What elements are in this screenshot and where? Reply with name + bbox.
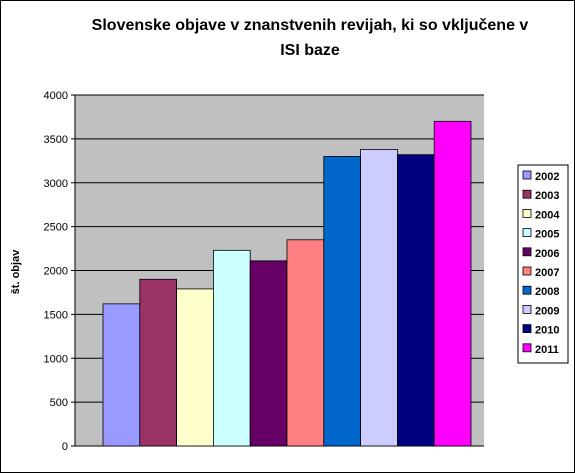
- legend-label-2004: 2004: [535, 209, 560, 221]
- chart-title-line-2: ISI baze: [280, 42, 340, 59]
- bar-2010: [396, 154, 435, 447]
- legend-swatch-2005: [522, 228, 532, 238]
- legend-label-2003: 2003: [535, 190, 559, 202]
- legend-swatch-2011: [522, 343, 532, 353]
- legend-label-2006: 2006: [535, 248, 559, 260]
- legend-label-2005: 2005: [535, 229, 559, 241]
- bar-2004: [176, 288, 214, 447]
- legend-label-2010: 2010: [535, 325, 559, 337]
- legend-swatch-2009: [522, 304, 532, 314]
- bar-2011: [433, 120, 472, 447]
- legend-label-2007: 2007: [535, 267, 559, 279]
- legend-label-2002: 2002: [535, 171, 559, 183]
- y-tick-label: 4000: [44, 90, 68, 102]
- bar-2008: [323, 156, 361, 447]
- legend-swatch-2010: [522, 324, 532, 334]
- legend-swatch-2006: [522, 247, 532, 257]
- legend-label-2009: 2009: [535, 305, 559, 317]
- chart-title-line-1: Slovenske objave v znanstvenih revijah, …: [91, 17, 529, 34]
- legend-label-2008: 2008: [535, 286, 559, 298]
- legend-swatch-2007: [522, 266, 532, 276]
- legend-label-2011: 2011: [535, 344, 559, 356]
- y-tick-label: 2000: [44, 266, 68, 278]
- bar-2003: [139, 278, 178, 447]
- y-tick-label: 0: [62, 441, 68, 453]
- y-tick-label: 500: [50, 397, 68, 409]
- y-tick-label: 3500: [44, 134, 68, 146]
- bar-2009: [360, 149, 398, 447]
- y-tick-label: 2500: [44, 222, 68, 234]
- bar-2005: [212, 249, 251, 447]
- y-tick-label: 3000: [44, 178, 68, 190]
- bar-2006: [249, 260, 288, 447]
- y-tick-label: 1000: [44, 353, 68, 365]
- legend-swatch-2004: [522, 208, 532, 218]
- legend-swatch-2002: [522, 170, 532, 180]
- bar-2002: [102, 303, 141, 447]
- bar-2007: [286, 239, 325, 447]
- legend-swatch-2003: [522, 189, 532, 199]
- legend-swatch-2008: [522, 285, 532, 295]
- y-tick-label: 1500: [44, 309, 68, 321]
